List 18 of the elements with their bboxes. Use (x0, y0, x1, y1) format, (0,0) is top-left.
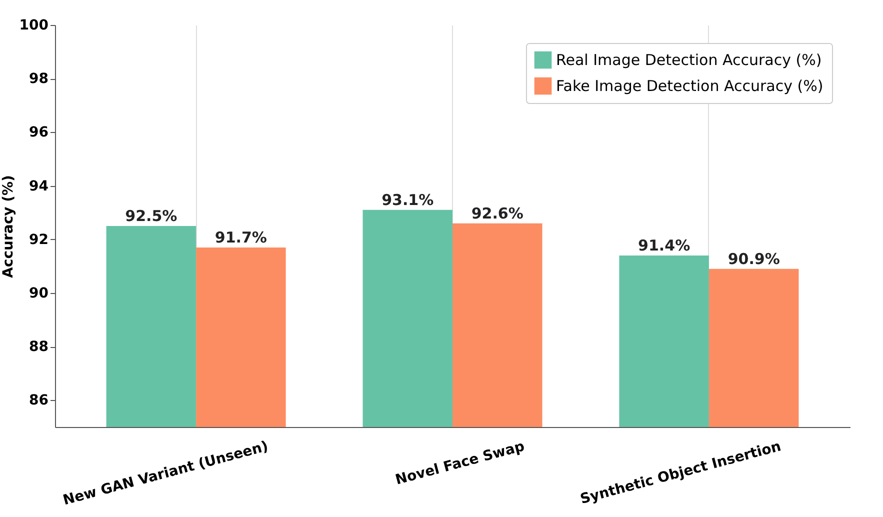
y-tick-label: 88 (29, 339, 48, 356)
y-tick-label: 98 (29, 71, 48, 88)
y-tick-label: 100 (19, 18, 49, 34)
legend-label: Fake Image Detection Accuracy (%) (556, 77, 824, 95)
y-tick-label: 92 (29, 232, 48, 248)
data-label: 92.6% (471, 204, 524, 222)
data-label: 91.4% (638, 236, 690, 254)
data-label: 93.1% (382, 190, 434, 209)
y-tick-label: 96 (29, 124, 48, 141)
y-tick-label: 94 (29, 178, 49, 194)
x-tick-label: Novel Face Swap (394, 438, 526, 488)
legend-label: Real Image Detection Accuracy (%) (556, 51, 822, 69)
y-tick-label: 86 (29, 392, 48, 409)
y-tick-label: 90 (29, 286, 49, 302)
y-axis-title: Accuracy (%) (0, 175, 16, 278)
data-label: 92.5% (125, 207, 178, 225)
data-label: 90.9% (728, 250, 780, 268)
data-label: 91.7% (214, 228, 267, 246)
